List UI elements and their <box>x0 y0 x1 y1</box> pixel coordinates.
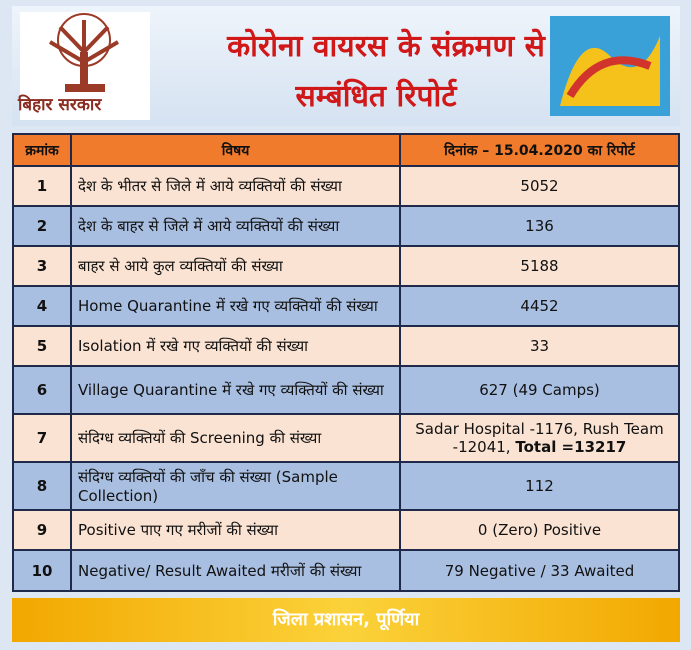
value-text: 136 <box>525 217 554 235</box>
value: Sadar Hospital -1176, Rush Team -12041, … <box>399 413 680 463</box>
row-number: 1 <box>12 165 72 207</box>
district-logo <box>550 16 670 116</box>
table-row: 3 बाहर से आये कुल व्यक्तियों की संख्या 518… <box>12 245 680 287</box>
value-text: 5188 <box>520 257 559 275</box>
value-total: Total =13217 <box>515 438 627 456</box>
subject: Negative/ Result Awaited मरीजों की संख्य… <box>70 549 401 592</box>
value: 79 Negative / 33 Awaited <box>399 549 680 592</box>
column-header: विषय <box>70 133 401 167</box>
row-number: 8 <box>12 461 72 511</box>
header: बिहार सरकार कोरोना वायरस के संक्रमण से स… <box>12 6 680 126</box>
subject: बाहर से आये कुल व्यक्तियों की संख्या <box>70 245 401 287</box>
subject: Positive पाए गए मरीजों की संख्या <box>70 509 401 551</box>
branches <box>48 20 120 64</box>
value: 5188 <box>399 245 680 287</box>
value-text: 4452 <box>520 297 559 315</box>
value-text: 112 <box>525 477 554 495</box>
value-text: Sadar Hospital -1176, Rush Team -12041, <box>415 420 664 456</box>
table-row: 8 संदिग्ध व्यक्तियों की जाँच की संख्या (S… <box>12 461 680 511</box>
header-row: क्रमांक विषय दिनांक – 15.04.2020 का रिपोर्… <box>12 133 680 167</box>
subject: देश के भीतर से जिले में आये व्यक्तियों क… <box>70 165 401 207</box>
table-row: 7 संदिग्ध व्यक्तियों की Screening की संख्… <box>12 413 680 463</box>
table-row: 1 देश के भीतर से जिले में आये व्यक्तियों … <box>12 165 680 207</box>
canopy <box>57 13 111 67</box>
table-row: 4 Home Quarantine में रखे गए व्यक्तियों क… <box>12 285 680 327</box>
row-number: 3 <box>12 245 72 287</box>
value-text: 33 <box>529 337 550 355</box>
footer: जिला प्रशासन, पूर्णिया <box>12 598 680 642</box>
report-table: क्रमांक विषय दिनांक – 15.04.2020 का रिपोर्… <box>12 133 680 592</box>
value-text: 627 (49 Camps) <box>479 381 600 399</box>
value: 0 (Zero) Positive <box>399 509 680 551</box>
value: 5052 <box>399 165 680 207</box>
value-text: 79 Negative / 33 Awaited <box>444 561 635 580</box>
value: 627 (49 Camps) <box>399 365 680 415</box>
logo-text: बिहार सरकार <box>18 95 102 115</box>
subject: संदिग्ध व्यक्तियों की Screening की संख्य… <box>70 413 401 463</box>
subject: Home Quarantine में रखे गए व्यक्तियों की… <box>70 285 401 327</box>
title-line: कोरोना वायरस के संक्रमण से <box>227 29 545 64</box>
table-row: 9 Positive पाए गए मरीजों की संख्या 0 (Zero… <box>12 509 680 551</box>
value: 112 <box>399 461 680 511</box>
table-row: 5 Isolation में रखे गए व्यक्तियों की संख्… <box>12 325 680 367</box>
table-row: 10 Negative/ Result Awaited मरीजों की संख… <box>12 549 680 592</box>
row-number: 4 <box>12 285 72 327</box>
subject: देश के बाहर से जिले में आये व्यक्तियों क… <box>70 205 401 247</box>
trunk <box>80 52 88 90</box>
table-row: 2 देश के बाहर से जिले में आये व्यक्तियों … <box>12 205 680 247</box>
logo-stroke <box>566 56 652 99</box>
value: 4452 <box>399 285 680 327</box>
row-number: 5 <box>12 325 72 367</box>
title-line: सम्बंधित रिपोर्ट <box>295 79 457 114</box>
column-header: दिनांक – 15.04.2020 का रिपोर्ट <box>399 133 680 167</box>
row-number: 2 <box>12 205 72 247</box>
emblem <box>20 12 150 120</box>
subject: संदिग्ध व्यक्तियों की जाँच की संख्या (Sa… <box>70 461 401 511</box>
value: 136 <box>399 205 680 247</box>
row-number: 7 <box>12 413 72 463</box>
row-number: 6 <box>12 365 72 415</box>
row-number: 9 <box>12 509 72 551</box>
table-row: 6 Village Quarantine में रखे गए व्यक्तियो… <box>12 365 680 415</box>
row-number: 10 <box>12 549 72 592</box>
subject: Isolation में रखे गए व्यक्तियों की संख्य… <box>70 325 401 367</box>
base <box>65 84 105 92</box>
value-text: 0 (Zero) Positive <box>477 521 602 539</box>
value-text: 5052 <box>520 177 559 195</box>
value: 33 <box>399 325 680 367</box>
logo-shape <box>560 36 660 106</box>
subject: Village Quarantine में रखे गए व्यक्तियों… <box>70 365 401 415</box>
column-header: क्रमांक <box>12 133 72 167</box>
